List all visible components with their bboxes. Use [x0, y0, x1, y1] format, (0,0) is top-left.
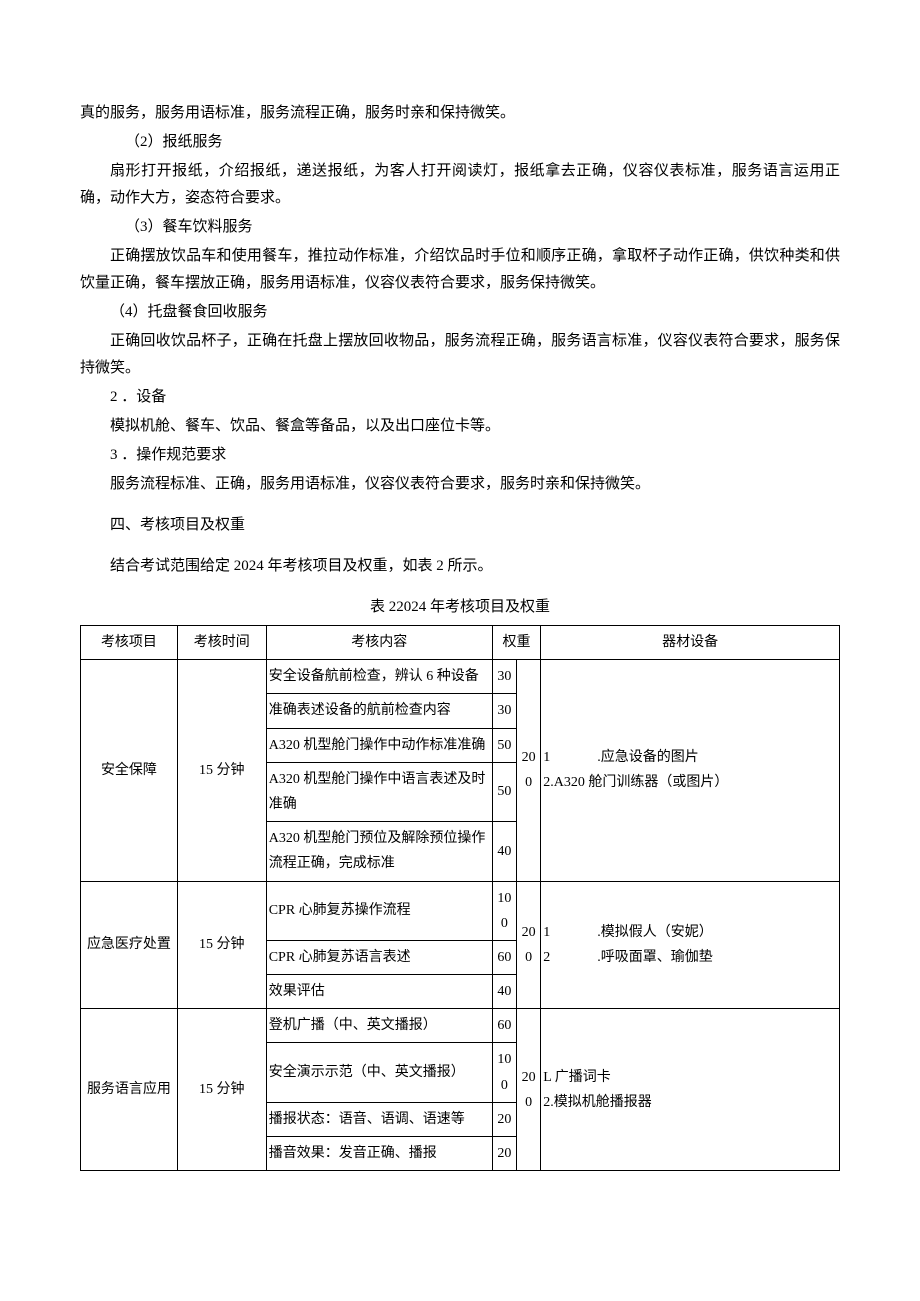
cell-weight: 20: [492, 1102, 516, 1136]
subsection-heading: （2）报纸服务: [80, 129, 840, 156]
section-heading: 四、考核项目及权重: [80, 512, 840, 539]
cell-content: 安全设备航前检查，辨认 6 种设备: [266, 660, 492, 694]
list-item: 3 ．操作规范要求: [80, 442, 840, 469]
subsection-heading: （4）托盘餐食回收服务: [80, 299, 840, 326]
equipment-line: 2.呼吸面罩、瑜伽垫: [543, 945, 837, 970]
header-time: 考核时间: [177, 626, 266, 660]
header-equipment: 器材设备: [541, 626, 840, 660]
cell-equipment: L 广播词卡2.模拟机舱播报器: [541, 1009, 840, 1171]
table-header-row: 考核项目 考核时间 考核内容 权重 器材设备: [81, 626, 840, 660]
cell-content: A320 机型舱门操作中动作标准准确: [266, 728, 492, 762]
cell-weight: 40: [492, 975, 516, 1009]
cell-content: 准确表述设备的航前检查内容: [266, 694, 492, 728]
body-text: 正确摆放饮品车和使用餐车，推拉动作标准，介绍饮品时手位和顺序正确，拿取杯子动作正…: [80, 243, 840, 297]
cell-content: CPR 心肺复苏操作流程: [266, 881, 492, 940]
cell-content: 效果评估: [266, 975, 492, 1009]
cell-equipment: 1.应急设备的图片2.A320 舱门训练器（或图片）: [541, 660, 840, 881]
header-project: 考核项目: [81, 626, 178, 660]
table-row: 应急医疗处置15 分钟CPR 心肺复苏操作流程1002001.模拟假人（安妮）2…: [81, 881, 840, 940]
body-text: 模拟机舱、餐车、饮品、餐盒等备品，以及出口座位卡等。: [80, 413, 840, 440]
cell-weight: 40: [492, 822, 516, 881]
cell-content: 安全演示示范（中、英文播报）: [266, 1043, 492, 1102]
body-text: 结合考试范围给定 2024 年考核项目及权重，如表 2 所示。: [80, 553, 840, 580]
cell-weight: 20: [492, 1137, 516, 1171]
body-text: 真的服务，服务用语标准，服务流程正确，服务时亲和保持微笑。: [80, 100, 840, 127]
cell-project: 安全保障: [81, 660, 178, 881]
cell-total-weight: 200: [517, 1009, 541, 1171]
cell-total-weight: 200: [517, 881, 541, 1009]
cell-content: 播音效果：发音正确、播报: [266, 1137, 492, 1171]
cell-content: CPR 心肺复苏语言表述: [266, 940, 492, 974]
cell-weight: 100: [492, 1043, 516, 1102]
cell-time: 15 分钟: [177, 660, 266, 881]
cell-content: A320 机型舱门操作中语言表述及时准确: [266, 762, 492, 821]
list-item: 2 ．设备: [80, 384, 840, 411]
cell-weight: 60: [492, 1009, 516, 1043]
header-content: 考核内容: [266, 626, 492, 660]
table-row: 服务语言应用15 分钟登机广播（中、英文播报）60200L 广播词卡2.模拟机舱…: [81, 1009, 840, 1043]
equipment-line: 2.A320 舱门训练器（或图片）: [543, 770, 837, 795]
equipment-line: 2.模拟机舱播报器: [543, 1090, 837, 1115]
cell-project: 服务语言应用: [81, 1009, 178, 1171]
cell-project: 应急医疗处置: [81, 881, 178, 1009]
body-text: 服务流程标准、正确，服务用语标准，仪容仪表符合要求，服务时亲和保持微笑。: [80, 471, 840, 498]
cell-equipment: 1.模拟假人（安妮）2.呼吸面罩、瑜伽垫: [541, 881, 840, 1009]
cell-weight: 50: [492, 762, 516, 821]
subsection-heading: （3）餐车饮料服务: [80, 214, 840, 241]
equipment-line: L 广播词卡: [543, 1065, 837, 1090]
body-text: 扇形打开报纸，介绍报纸，递送报纸，为客人打开阅读灯，报纸拿去正确，仪容仪表标准，…: [80, 158, 840, 212]
header-weight: 权重: [492, 626, 540, 660]
cell-weight: 100: [492, 881, 516, 940]
body-text: 正确回收饮品杯子，正确在托盘上摆放回收物品，服务流程正确，服务语言标准，仪容仪表…: [80, 328, 840, 382]
table-caption: 表 22024 年考核项目及权重: [80, 594, 840, 621]
equipment-line: 1.应急设备的图片: [543, 745, 837, 770]
cell-weight: 60: [492, 940, 516, 974]
assessment-table: 考核项目 考核时间 考核内容 权重 器材设备 安全保障15 分钟安全设备航前检查…: [80, 625, 840, 1171]
cell-weight: 30: [492, 694, 516, 728]
cell-time: 15 分钟: [177, 1009, 266, 1171]
equipment-line: 1.模拟假人（安妮）: [543, 920, 837, 945]
cell-content: 播报状态：语音、语调、语速等: [266, 1102, 492, 1136]
cell-content: 登机广播（中、英文播报）: [266, 1009, 492, 1043]
cell-weight: 30: [492, 660, 516, 694]
cell-time: 15 分钟: [177, 881, 266, 1009]
cell-content: A320 机型舱门预位及解除预位操作流程正确，完成标准: [266, 822, 492, 881]
table-row: 安全保障15 分钟安全设备航前检查，辨认 6 种设备302001.应急设备的图片…: [81, 660, 840, 694]
cell-weight: 50: [492, 728, 516, 762]
cell-total-weight: 200: [517, 660, 541, 881]
